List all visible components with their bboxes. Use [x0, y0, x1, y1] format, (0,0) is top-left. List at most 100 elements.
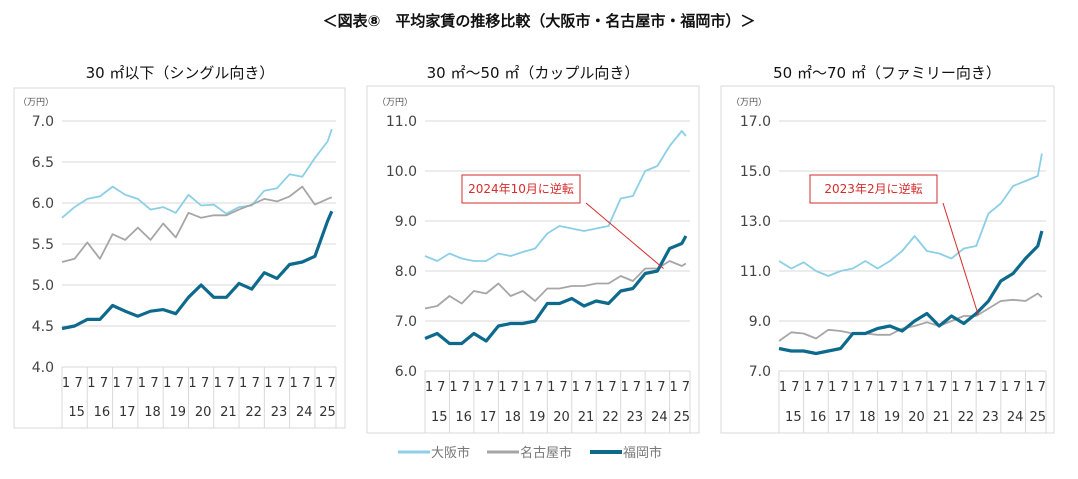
legend-label: 名古屋市: [520, 445, 572, 461]
x-tick-month: 1: [62, 376, 70, 391]
x-tick-month: 1: [976, 380, 984, 395]
x-tick-month: 1: [523, 380, 531, 395]
series-line-2: [778, 292, 1043, 342]
x-tick-month: 7: [559, 380, 567, 395]
legend-label: 大阪市: [431, 445, 470, 461]
x-tick-year: 15: [68, 405, 85, 420]
x-tick-year: 16: [455, 410, 472, 425]
x-tick-month: 7: [437, 380, 445, 395]
series-line-1: [424, 130, 687, 262]
y-tick-label: 6.5: [32, 155, 54, 171]
annotation-leader: [585, 202, 664, 269]
x-tick-month: 7: [100, 376, 108, 391]
x-tick-year: 15: [785, 410, 802, 425]
y-tick-label: 15.0: [740, 164, 771, 180]
x-tick-year: 22: [958, 410, 975, 425]
x-tick-month: 7: [608, 380, 616, 395]
series-line-2: [61, 185, 333, 263]
legend: 大阪市 名古屋市 福岡市: [398, 445, 662, 461]
x-tick-month: 1: [1025, 380, 1033, 395]
x-tick-month: 1: [621, 380, 629, 395]
x-tick-month: 7: [1013, 380, 1021, 395]
x-tick-month: 7: [327, 376, 335, 391]
y-tick-label: 5.0: [32, 278, 54, 294]
x-tick-month: 1: [547, 380, 555, 395]
chart-title: 30 ㎡～50 ㎡（カップル向き）: [427, 64, 640, 82]
x-tick-month: 1: [902, 380, 910, 395]
x-tick-month: 7: [939, 380, 947, 395]
x-tick-year: 24: [1007, 410, 1024, 425]
x-tick-year: 17: [834, 410, 851, 425]
annotation-text: 2024年10月に逆転: [468, 181, 574, 196]
x-tick-month: 1: [239, 376, 247, 391]
x-tick-year: 16: [810, 410, 827, 425]
x-tick-month: 7: [252, 376, 260, 391]
x-tick-year: 16: [94, 405, 111, 420]
series-line-3: [61, 210, 334, 331]
x-tick-month: 1: [188, 376, 196, 391]
x-tick-month: 7: [988, 380, 996, 395]
x-tick-month: 1: [474, 380, 482, 395]
x-tick-year: 18: [859, 410, 876, 425]
series-line-1: [61, 128, 333, 219]
y-tick-label: 6.0: [32, 196, 54, 212]
x-tick-year: 23: [627, 410, 644, 425]
y-tick-label: 13.0: [740, 214, 771, 230]
x-tick-month: 7: [682, 380, 690, 395]
y-tick-label: 11.0: [740, 264, 771, 280]
x-tick-month: 1: [927, 380, 935, 395]
x-tick-year: 22: [602, 410, 619, 425]
x-tick-year: 17: [119, 405, 136, 420]
x-tick-month: 1: [290, 376, 298, 391]
x-tick-month: 1: [163, 376, 171, 391]
annotation-text: 2023年2月に逆転: [824, 181, 922, 196]
x-tick-year: 20: [908, 410, 925, 425]
x-tick-month: 1: [1001, 380, 1009, 395]
x-tick-year: 24: [651, 410, 668, 425]
x-tick-month: 1: [804, 380, 812, 395]
y-tick-label: 11.0: [386, 114, 417, 130]
y-tick-label: 7.0: [32, 114, 54, 130]
legend-item: 福岡市: [590, 445, 662, 461]
x-tick-year: 19: [529, 410, 546, 425]
x-tick-month: 7: [462, 380, 470, 395]
x-tick-month: 7: [633, 380, 641, 395]
x-tick-month: 7: [816, 380, 824, 395]
x-tick-month: 1: [828, 380, 836, 395]
x-tick-year: 17: [480, 410, 497, 425]
y-unit-label: （万円）: [377, 97, 413, 108]
chart-title: 50 ㎡～70 ㎡（ファミリー向き）: [773, 64, 1001, 82]
series-line-3: [778, 230, 1044, 356]
y-tick-label: 8.0: [395, 264, 417, 280]
x-tick-month: 7: [277, 376, 285, 391]
x-tick-month: 1: [138, 376, 146, 391]
chart-title: 30 ㎡以下（シングル向き）: [86, 64, 275, 82]
x-tick-month: 7: [302, 376, 310, 391]
x-tick-year: 25: [1029, 410, 1046, 425]
y-unit-label: （万円）: [731, 97, 767, 108]
x-tick-year: 22: [245, 405, 262, 420]
x-tick-month: 1: [315, 376, 323, 391]
y-tick-label: 7.0: [749, 364, 771, 380]
x-tick-month: 1: [264, 376, 272, 391]
x-tick-year: 19: [170, 405, 187, 420]
x-tick-month: 7: [150, 376, 158, 391]
annotation-box: [461, 174, 581, 204]
x-tick-month: 7: [201, 376, 209, 391]
x-tick-month: 7: [914, 380, 922, 395]
x-tick-month: 7: [791, 380, 799, 395]
x-tick-year: 21: [220, 405, 237, 420]
x-tick-month: 1: [877, 380, 885, 395]
x-tick-month: 7: [125, 376, 133, 391]
y-tick-label: 4.5: [32, 319, 54, 335]
legend-label: 福岡市: [623, 445, 662, 461]
x-tick-month: 7: [865, 380, 873, 395]
x-tick-month: 1: [853, 380, 861, 395]
x-tick-year: 19: [884, 410, 901, 425]
x-tick-month: 7: [964, 380, 972, 395]
series-line-3: [424, 235, 688, 346]
legend-item: 大阪市: [398, 445, 470, 461]
x-tick-month: 1: [779, 380, 787, 395]
